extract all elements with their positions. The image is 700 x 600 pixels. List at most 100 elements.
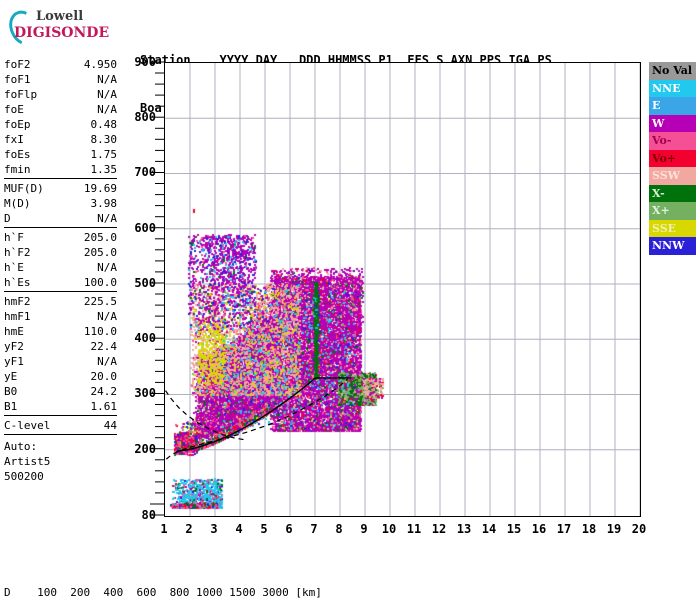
y-tick-label: 80: [141, 508, 156, 522]
param-row: foF2 4.950: [4, 57, 117, 72]
y-axis-ticks: [150, 61, 164, 516]
param-key: h`E: [4, 261, 24, 274]
legend-item-ssw[interactable]: SSW: [649, 167, 696, 185]
param-row: yE 20.0: [4, 369, 117, 384]
legend-item-x[interactable]: X-: [649, 184, 696, 202]
param-key: B0: [4, 385, 18, 398]
legend-item-e[interactable]: E: [649, 97, 696, 115]
legend-item-no-val[interactable]: No Val: [649, 62, 696, 80]
param-value: 1.61: [90, 400, 118, 413]
y-tick-label: 300: [134, 386, 156, 401]
legend-item-x[interactable]: X+: [649, 202, 696, 220]
param-value: N/A: [97, 355, 117, 368]
param-value: 205.0: [83, 246, 117, 259]
param-row: h`F 205.0: [4, 230, 117, 245]
y-tick-label: 200: [134, 441, 156, 456]
param-row: fxI 8.30: [4, 132, 117, 147]
param-row: B1 1.61: [4, 399, 117, 414]
param-value: 100.0: [83, 276, 117, 289]
x-tick-label: 13: [456, 522, 472, 536]
footer-info: D 100 200 400 600 800 1000 1500 3000 [km…: [4, 558, 698, 600]
param-value: 20.0: [90, 370, 118, 383]
x-tick-label: 16: [531, 522, 547, 536]
param-key: foEp: [4, 118, 31, 131]
logo-digisonde-text: DIGISONDE: [14, 25, 110, 41]
auto-line: Auto:: [4, 440, 38, 453]
legend-item-vo[interactable]: Vo+: [649, 149, 696, 167]
legend-item-nne[interactable]: NNE: [649, 79, 696, 97]
y-tick-label: 800: [134, 110, 156, 125]
param-key: foEs: [4, 148, 31, 161]
doppler-legend[interactable]: No Val NNE E W Vo- Vo+ SSW X- X+ SSE NNW: [649, 62, 696, 255]
param-row: D N/A: [4, 211, 117, 226]
param-row: hmE 110.0: [4, 324, 117, 339]
param-key: yF2: [4, 340, 24, 353]
param-row: M(D) 3.98: [4, 196, 117, 211]
param-value: 110.0: [83, 325, 117, 338]
param-key: yE: [4, 370, 18, 383]
x-tick-label: 12: [431, 522, 447, 536]
x-tick-label: 3: [210, 522, 218, 536]
y-axis-labels: 80 200 300 400 500 600 700 800 900: [120, 50, 164, 530]
param-key: foE: [4, 103, 24, 116]
param-row: foEp 0.48: [4, 117, 117, 132]
param-value: 205.0: [83, 231, 117, 244]
param-key: foF2: [4, 58, 31, 71]
param-key: B1: [4, 400, 18, 413]
param-value: N/A: [97, 212, 117, 225]
param-value: N/A: [97, 103, 117, 116]
param-row: B0 24.2: [4, 384, 117, 399]
param-value: N/A: [97, 310, 117, 323]
legend-item-sse[interactable]: SSE: [649, 219, 696, 237]
footer-distance-row: D 100 200 400 600 800 1000 1500 3000 [km…: [4, 586, 322, 599]
param-group-0: foF2 4.950 foF1 N/A foFlp N/A foE N/A foEp 0.48 fx…: [4, 57, 117, 179]
param-row: fmin 1.35: [4, 162, 117, 177]
param-group-4: C-level 44: [4, 418, 117, 435]
y-tick-label: 600: [134, 220, 156, 235]
param-value: N/A: [97, 73, 117, 86]
x-tick-label: 14: [481, 522, 497, 536]
param-group-3: hmF2 225.5 hmF1 N/A hmE 110.0 yF2 22.4 yF1 N/A yE 2…: [4, 294, 117, 416]
param-row: yF2 22.4: [4, 339, 117, 354]
param-row: foF1 N/A: [4, 72, 117, 87]
parameter-panel: foF2 4.950 foF1 N/A foFlp N/A foE N/A foEp 0.48 fx…: [4, 57, 117, 484]
param-row: h`F2 205.0: [4, 245, 117, 260]
y-tick-label: 900: [134, 55, 156, 69]
param-key: hmF1: [4, 310, 31, 323]
x-tick-label: 7: [310, 522, 318, 536]
param-key: hmF2: [4, 295, 31, 308]
param-row: C-level 44: [4, 418, 117, 433]
param-row: hmF1 N/A: [4, 309, 117, 324]
param-value: 0.48: [90, 118, 118, 131]
legend-item-vo[interactable]: Vo-: [649, 132, 696, 150]
param-key: M(D): [4, 197, 31, 210]
y-tick-label: 400: [134, 331, 156, 346]
param-value: 19.69: [83, 182, 117, 195]
param-value: N/A: [97, 88, 117, 101]
param-value: 22.4: [90, 340, 118, 353]
x-tick-label: 18: [581, 522, 597, 536]
param-key: C-level: [4, 419, 51, 432]
param-key: h`Es: [4, 276, 31, 289]
ionogram-plot-area[interactable]: [164, 62, 641, 517]
param-row: foFlp N/A: [4, 87, 117, 102]
param-value: 4.950: [83, 58, 117, 71]
param-value: N/A: [97, 261, 117, 274]
param-row: yF1 N/A: [4, 354, 117, 369]
param-key: foFlp: [4, 88, 38, 101]
param-value: 3.98: [90, 197, 118, 210]
x-tick-label: 5: [260, 522, 268, 536]
param-key: D: [4, 212, 11, 225]
x-tick-label: 1: [160, 522, 168, 536]
param-key: fxI: [4, 133, 24, 146]
legend-item-nnw[interactable]: NNW: [649, 237, 696, 255]
x-tick-label: 9: [360, 522, 368, 536]
x-tick-label: 11: [406, 522, 422, 536]
auto-line: 500200: [4, 470, 44, 483]
x-tick-label: 10: [381, 522, 397, 536]
param-key: h`F2: [4, 246, 31, 259]
param-key: foF1: [4, 73, 31, 86]
legend-item-w[interactable]: W: [649, 114, 696, 132]
x-axis-labels: 1 2 3 4 5 6 7 8 9 10 11 12 13 14 15 16 17 18 19 20: [160, 520, 646, 540]
